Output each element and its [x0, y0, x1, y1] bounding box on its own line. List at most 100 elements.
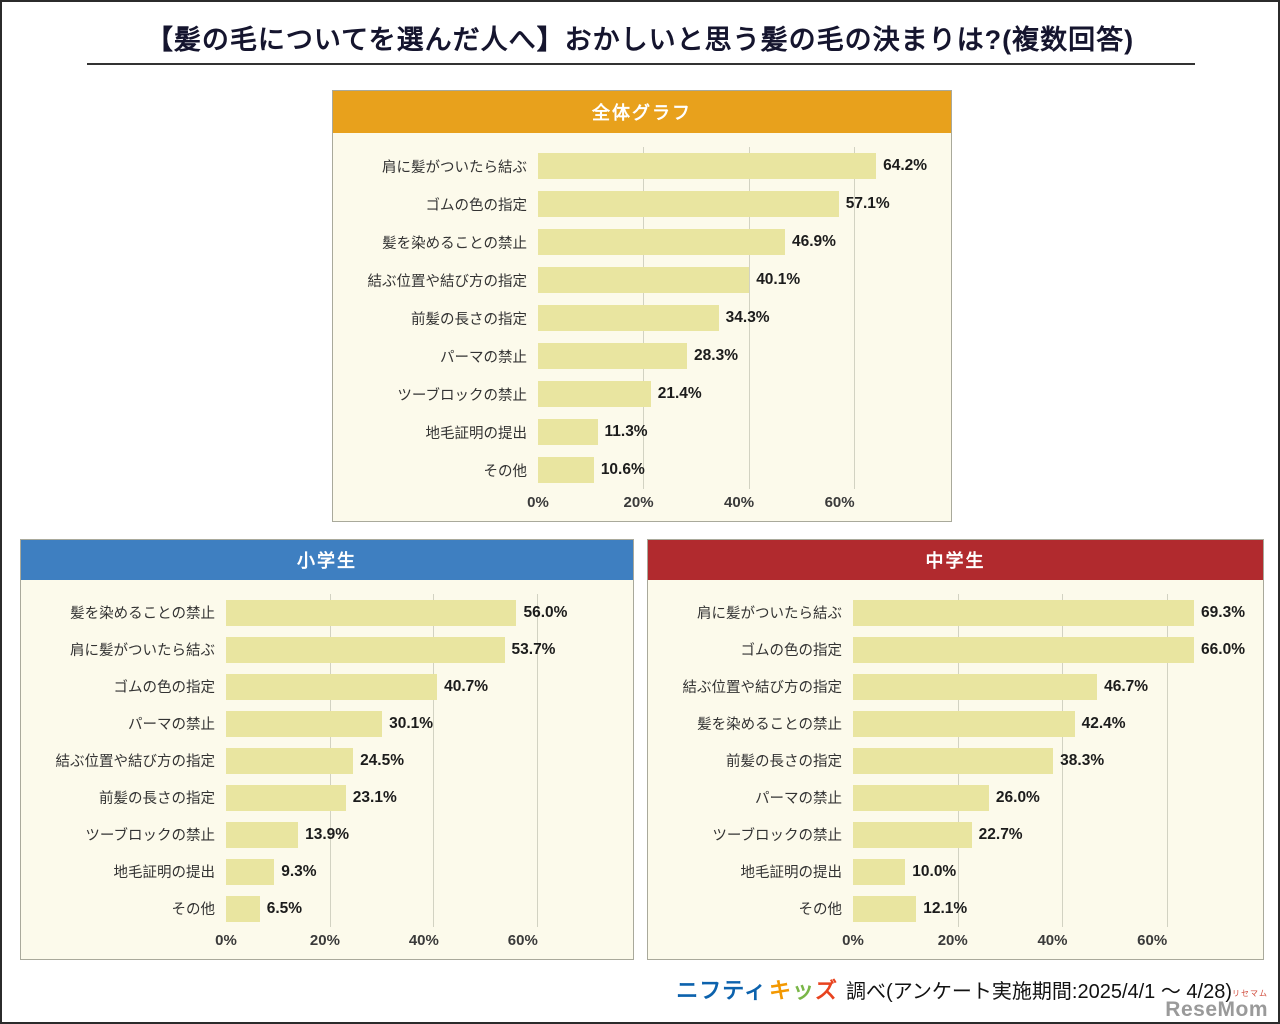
x-axis: 0% 20% 40% 60% — [842, 927, 1227, 955]
bar-row: ツーブロックの禁止 22.7% — [648, 816, 1245, 853]
value-label: 26.0% — [995, 788, 1040, 806]
category-label: 前髪の長さの指定 — [411, 311, 527, 328]
bar-row: 髪を染めることの禁止 46.9% — [333, 223, 933, 261]
bar-row: 結ぶ位置や結び方の指定 24.5% — [21, 742, 615, 779]
bar — [538, 153, 877, 179]
bar-row: ツーブロックの禁止 21.4% — [333, 375, 933, 413]
category-label: 髪を染めることの禁止 — [382, 235, 527, 252]
bar-track: 69.3% — [853, 599, 1245, 626]
bar-track: 12.1% — [853, 895, 1245, 922]
bar-row: ゴムの色の指定 66.0% — [648, 631, 1245, 668]
gridline — [1062, 594, 1064, 927]
footer-credit: ニフティ キッズ 調べ(アンケート実施期間:2025/4/1 〜 4/28) — [676, 973, 1232, 1005]
value-label: 21.4% — [657, 385, 702, 402]
bar-track: 6.5% — [226, 895, 615, 922]
bar-row: 前髪の長さの指定 34.3% — [333, 299, 933, 337]
bar-row: 前髪の長さの指定 23.1% — [21, 779, 615, 816]
chart-header-middleschool: 中学生 — [648, 540, 1263, 580]
bar-track: 13.9% — [226, 821, 615, 848]
bar-track: 22.7% — [853, 821, 1245, 848]
category-label: 結ぶ位置や結び方の指定 — [55, 754, 216, 770]
bar-row: 髪を染めることの禁止 56.0% — [21, 594, 615, 631]
bar-rows: 肩に髪がついたら結ぶ 64.2% ゴムの色の指定 57.1% 髪を染めることの禁止 46.… — [333, 147, 933, 489]
category-label: その他 — [171, 902, 216, 918]
bar-track: 30.1% — [226, 710, 615, 737]
bar-track: 10.6% — [538, 457, 933, 483]
chart-body-elementary: 髪を染めることの禁止 56.0% 肩に髪がついたら結ぶ 53.7% ゴムの色の指定 40.… — [21, 580, 633, 959]
value-label: 46.7% — [1104, 677, 1149, 695]
bar-row: 結ぶ位置や結び方の指定 46.7% — [648, 668, 1245, 705]
bar-track: 28.3% — [538, 343, 933, 369]
bar-row: その他 6.5% — [21, 890, 615, 927]
bar — [226, 895, 260, 922]
bar — [538, 267, 750, 293]
bar-track: 40.7% — [226, 673, 615, 700]
value-label: 56.0% — [523, 603, 568, 621]
bar-track: 46.7% — [853, 673, 1245, 700]
value-label: 69.3% — [1201, 603, 1245, 621]
page-title: 【髪の毛についてを選んだ人へ】おかしいと思う髪の毛の決まりは?(複数回答) — [145, 25, 1135, 55]
bar-row: パーマの禁止 26.0% — [648, 779, 1245, 816]
category-label: 前髪の長さの指定 — [99, 791, 215, 807]
bar-track: 53.7% — [226, 636, 615, 663]
value-label: 64.2% — [883, 157, 928, 174]
category-label: ツーブロックの禁止 — [712, 828, 842, 844]
category-label: 肩に髪がついたら結ぶ — [697, 606, 842, 622]
bar — [538, 457, 594, 483]
bar-track: 42.4% — [853, 710, 1245, 737]
bar-row: その他 12.1% — [648, 890, 1245, 927]
bar-track: 24.5% — [226, 747, 615, 774]
value-label: 24.5% — [360, 751, 405, 769]
value-label: 34.3% — [725, 309, 770, 326]
axis-tick-label: 0% — [842, 932, 864, 949]
bar — [226, 710, 383, 737]
bar — [853, 821, 972, 848]
bar — [538, 381, 651, 407]
category-label: パーマの禁止 — [755, 791, 842, 807]
bar-row: 前髪の長さの指定 38.3% — [648, 742, 1245, 779]
bar — [226, 784, 346, 811]
bar — [538, 343, 688, 369]
nifty-logo-text: ニフティ — [676, 978, 767, 1003]
gridline — [433, 594, 435, 927]
bar — [538, 229, 785, 255]
bar-track: 57.1% — [538, 191, 933, 217]
axis-tick-label: 60% — [824, 494, 855, 511]
value-label: 23.1% — [352, 788, 397, 806]
bar-row: 結ぶ位置や結び方の指定 40.1% — [333, 261, 933, 299]
bar-row: 肩に髪がついたら結ぶ 69.3% — [648, 594, 1245, 631]
value-label: 9.3% — [281, 862, 317, 880]
chart-panel-middleschool: 中学生 肩に髪がついたら結ぶ 69.3% ゴムの色の指定 66.0% 結ぶ位置や結び方の… — [647, 539, 1264, 960]
bar-track: 10.0% — [853, 858, 1245, 885]
value-label: 10.6% — [600, 461, 645, 478]
value-label: 12.1% — [923, 899, 968, 917]
value-label: 10.0% — [912, 862, 957, 880]
axis-tick-label: 40% — [408, 932, 439, 949]
category-label: 肩に髪がついたら結ぶ — [382, 159, 527, 176]
value-label: 28.3% — [694, 347, 738, 364]
chart-body-middleschool: 肩に髪がついたら結ぶ 69.3% ゴムの色の指定 66.0% 結ぶ位置や結び方の指定 46… — [648, 580, 1263, 959]
axis-tick-label: 20% — [309, 932, 340, 949]
value-label: 38.3% — [1060, 751, 1105, 769]
bar-row: ゴムの色の指定 57.1% — [333, 185, 933, 223]
bar-row: パーマの禁止 30.1% — [21, 705, 615, 742]
bar-row: パーマの禁止 28.3% — [333, 337, 933, 375]
bar — [226, 858, 275, 885]
category-label: その他 — [798, 902, 843, 918]
value-label: 40.1% — [756, 271, 801, 288]
x-axis: 0% 20% 40% 60% — [527, 489, 915, 517]
axis-tick-label: 20% — [623, 494, 654, 511]
category-label: 地毛証明の提出 — [425, 425, 528, 442]
bar — [226, 821, 299, 848]
value-label: 6.5% — [266, 899, 303, 917]
axis-tick-label: 20% — [937, 932, 968, 949]
gridline — [748, 147, 750, 489]
category-label: その他 — [483, 463, 528, 480]
category-label: ゴムの色の指定 — [113, 680, 216, 696]
category-label: 結ぶ位置や結び方の指定 — [682, 680, 843, 696]
chart-header-overall: 全体グラフ — [333, 91, 951, 133]
gridline — [854, 147, 855, 489]
category-label: パーマの禁止 — [128, 717, 215, 733]
survey-note: 調べ(アンケート実施期間:2025/4/1 〜 4/28) — [846, 981, 1232, 1003]
